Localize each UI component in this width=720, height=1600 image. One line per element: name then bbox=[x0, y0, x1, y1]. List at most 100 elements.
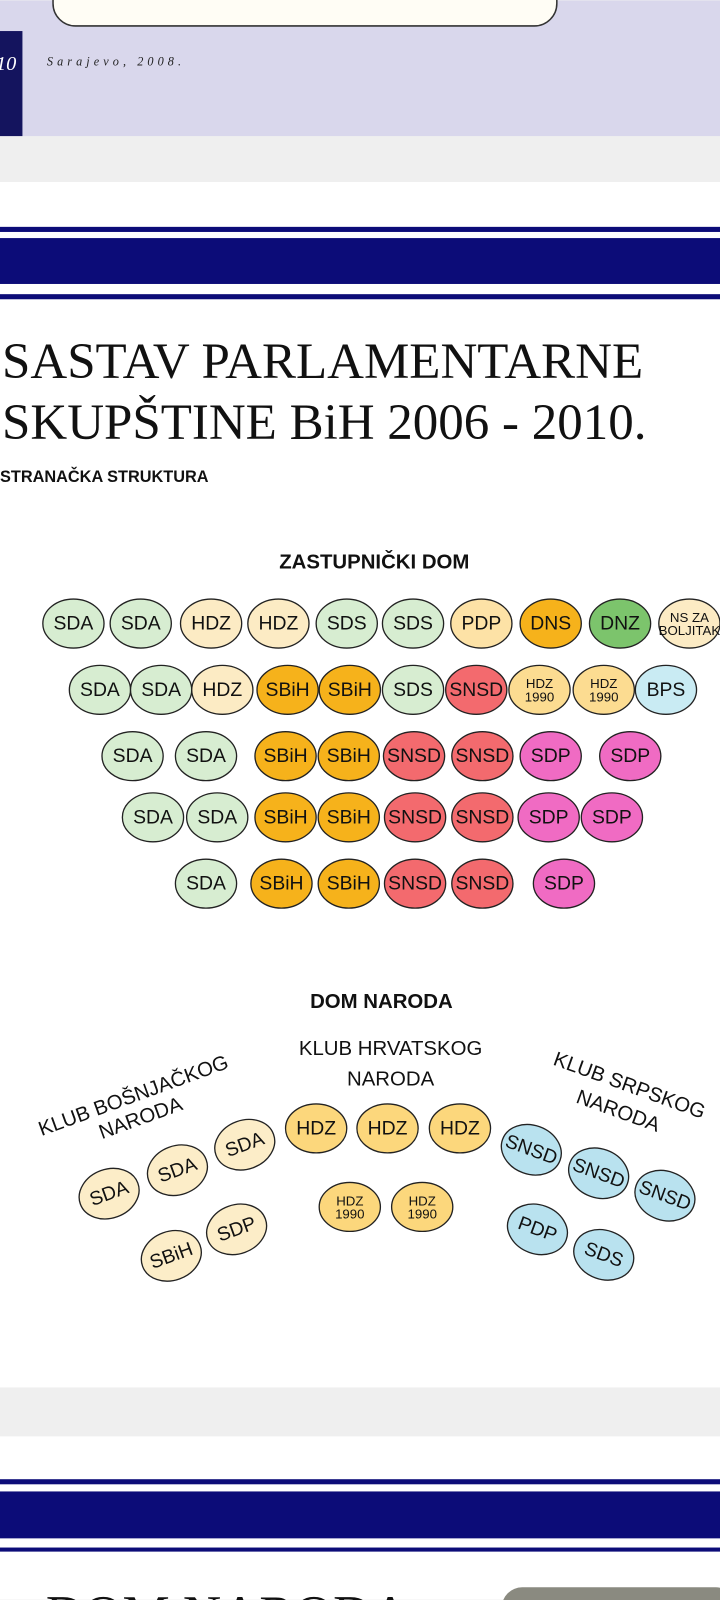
seat: SNSD bbox=[383, 792, 447, 843]
seat: SDA bbox=[101, 731, 164, 782]
seat: SDS bbox=[381, 598, 445, 649]
seat: NS ZA BOLJITAK bbox=[658, 598, 720, 649]
seat-oval bbox=[214, 1118, 276, 1171]
seat-oval bbox=[146, 1144, 209, 1197]
seat-oval bbox=[573, 1228, 635, 1281]
seat-label: SDA bbox=[80, 679, 120, 701]
seat-oval bbox=[450, 598, 513, 649]
seat-oval bbox=[140, 1229, 202, 1282]
seat-label: HDZ 1990 bbox=[525, 676, 554, 704]
seat-label: SDA bbox=[197, 806, 237, 828]
seat-oval bbox=[101, 731, 164, 782]
seat-label: HDZ bbox=[440, 1117, 480, 1139]
seat: SBiH bbox=[254, 792, 317, 843]
seat-oval bbox=[451, 792, 514, 843]
seat: SDA bbox=[129, 664, 193, 715]
seat: PDP bbox=[450, 598, 513, 649]
seat-label: HDZ bbox=[202, 679, 242, 701]
seat-oval bbox=[451, 858, 514, 909]
seat-label-line: NS ZA bbox=[670, 609, 709, 624]
seat-oval bbox=[634, 1169, 696, 1222]
seat-label: SNSD bbox=[388, 806, 442, 828]
seat: SDS bbox=[315, 598, 378, 649]
seat-oval bbox=[205, 1203, 268, 1256]
seat: SDA bbox=[214, 1118, 276, 1171]
rule bbox=[0, 294, 720, 300]
seat-oval bbox=[109, 598, 172, 649]
seat-label: SDA bbox=[133, 806, 173, 828]
seat-label: SDA bbox=[186, 745, 226, 767]
seat-label: SBiH bbox=[263, 806, 307, 828]
seat-label-line: HDZ bbox=[336, 1193, 363, 1208]
seat-oval bbox=[254, 792, 317, 843]
section-heading: ZASTUPNIČKI DOM bbox=[279, 549, 469, 573]
next-title: DOM NARODA bbox=[46, 1586, 410, 1600]
seat: SDP bbox=[580, 792, 644, 843]
seat-label: SNSD bbox=[449, 679, 503, 701]
seat-oval bbox=[519, 731, 582, 782]
seat-oval bbox=[318, 664, 382, 715]
seat-label: SBiH bbox=[327, 873, 371, 895]
seat-oval bbox=[508, 664, 571, 715]
seat: SBiH bbox=[317, 858, 381, 909]
seat-label: SBiH bbox=[327, 745, 371, 767]
rule bbox=[0, 226, 720, 232]
seat-label: SNSD bbox=[388, 873, 442, 895]
seat-oval bbox=[572, 664, 635, 715]
seat: SNSD bbox=[451, 858, 514, 909]
seat-label: SDS bbox=[393, 613, 433, 635]
seat-oval bbox=[383, 858, 447, 909]
seat: SBiH bbox=[317, 731, 381, 782]
seat-oval bbox=[174, 858, 238, 909]
seat-label: SBiH bbox=[328, 679, 372, 701]
seat-label: HDZ bbox=[259, 613, 299, 635]
seat-oval bbox=[517, 792, 580, 843]
seat-label: SDA bbox=[54, 613, 94, 635]
subtitle: STRANAČKA STRUKTURA bbox=[0, 467, 209, 486]
seat-oval bbox=[506, 1203, 569, 1256]
seat: SDS bbox=[573, 1228, 635, 1281]
seat: SDA bbox=[174, 731, 238, 782]
seat: SNSD bbox=[445, 664, 508, 715]
seat-label: SDA bbox=[141, 679, 181, 701]
seat-label: SBiH bbox=[327, 806, 371, 828]
seat: HDZ bbox=[191, 664, 254, 715]
seat-oval bbox=[390, 1181, 454, 1233]
seat-label: SDS bbox=[327, 613, 367, 635]
seat: PDP bbox=[506, 1203, 569, 1256]
seat-oval bbox=[121, 792, 185, 843]
seat: SDA bbox=[109, 598, 172, 649]
seat-oval bbox=[317, 731, 381, 782]
seat-label: SDS bbox=[393, 679, 433, 701]
seat: SNSD bbox=[634, 1169, 696, 1222]
seat: SDP bbox=[519, 731, 582, 782]
seat-label: PDP bbox=[461, 613, 501, 635]
seat: SDA bbox=[78, 1167, 140, 1220]
seat: SBiH bbox=[140, 1229, 202, 1282]
seat-oval bbox=[598, 731, 662, 782]
seat: SNSD bbox=[568, 1147, 630, 1200]
seat-label: SBiH bbox=[259, 873, 303, 895]
seat-label: SDP bbox=[529, 806, 569, 828]
seat-label-line: 1990 bbox=[589, 689, 618, 704]
seat-oval bbox=[532, 858, 596, 909]
title-line: SASTAV PARLAMENTARNE bbox=[2, 334, 643, 390]
seat-label: SBiH bbox=[263, 745, 307, 767]
seat: SDP bbox=[532, 858, 596, 909]
page-number-box bbox=[0, 31, 23, 137]
seat-label: SNSD bbox=[455, 806, 509, 828]
seat-oval bbox=[191, 664, 254, 715]
seat-label: SDA bbox=[186, 873, 226, 895]
seat-oval bbox=[185, 792, 249, 843]
title-line: SKUPŠTINE BiH 2006 - 2010. bbox=[2, 395, 646, 451]
section-heading: DOM NARODA bbox=[310, 991, 453, 1013]
seat-oval bbox=[250, 858, 313, 909]
seat-label: SDP bbox=[531, 745, 571, 767]
seat-label-line: HDZ bbox=[590, 676, 617, 691]
seat-oval bbox=[42, 598, 105, 649]
seat-oval bbox=[382, 731, 446, 782]
seat-oval bbox=[179, 598, 243, 649]
photo bbox=[503, 1587, 720, 1600]
